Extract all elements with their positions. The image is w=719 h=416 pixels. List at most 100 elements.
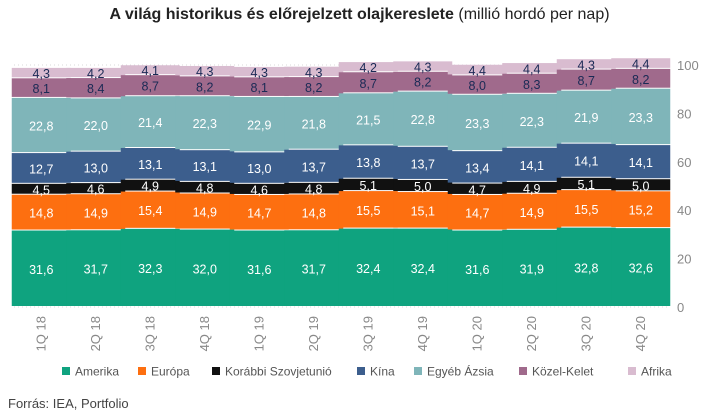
data-label: 8,1: [251, 81, 268, 95]
data-label: 14,9: [520, 206, 544, 220]
bar-segment: [229, 230, 289, 306]
data-label: 14,7: [465, 207, 489, 221]
bar-segment: [447, 151, 507, 183]
data-label: 32,8: [574, 261, 598, 275]
x-tick-label: 1Q 20: [469, 316, 484, 351]
data-label: 4,9: [523, 182, 540, 196]
data-label: 31,7: [302, 263, 326, 277]
data-label: 13,7: [302, 160, 326, 174]
data-label: 13,1: [193, 160, 217, 174]
x-tick-label: 2Q 18: [88, 316, 103, 351]
bar-segment: [66, 194, 126, 230]
legend-swatch: [62, 367, 70, 375]
bar-segment: [502, 147, 562, 181]
bar-segment: [229, 183, 289, 194]
data-label: 8,2: [196, 80, 213, 94]
legend-label: Korábbi Szovjetunió: [225, 365, 332, 379]
bar-segment: [11, 97, 71, 153]
data-label: 14,9: [84, 206, 108, 220]
data-label: 8,7: [142, 80, 159, 94]
x-tick-label: 4Q 18: [197, 316, 212, 351]
chart-title-unit: (millió hordó per nap): [458, 6, 610, 23]
data-label: 31,7: [84, 263, 108, 277]
bar-segment: [66, 98, 126, 151]
x-tick-label: 3Q 19: [360, 316, 375, 351]
data-label: 5,0: [414, 180, 431, 194]
y-tick-label: 60: [677, 155, 691, 170]
data-label: 14,7: [247, 207, 271, 221]
bar-segment: [611, 88, 671, 145]
x-tick-label: 4Q 20: [633, 316, 648, 351]
bar-segment: [284, 77, 344, 96]
y-tick-label: 40: [677, 203, 691, 218]
bar-segment: [11, 183, 71, 194]
bar-segment: [556, 227, 616, 306]
legend-label: Afrika: [641, 365, 672, 379]
data-label: 15,1: [411, 204, 435, 218]
data-label: 32,6: [629, 262, 653, 276]
bar-segment: [393, 179, 453, 192]
bar-segment: [338, 93, 398, 145]
data-label: 15,5: [574, 203, 598, 217]
bar-segment: [229, 96, 289, 152]
x-tick-label: 1Q 19: [251, 316, 266, 351]
bar-segment: [556, 59, 616, 69]
bar-segment: [556, 69, 616, 90]
bar-segment: [338, 72, 398, 93]
data-label: 4,2: [87, 67, 104, 81]
data-label: 13,4: [465, 161, 489, 175]
y-tick-label: 80: [677, 106, 691, 121]
data-label: 21,8: [302, 117, 326, 131]
bar-segment: [11, 78, 71, 97]
data-label: 22,3: [193, 117, 217, 131]
bar-segment: [120, 179, 180, 191]
bar-segment: [11, 194, 71, 230]
data-label: 4,3: [33, 67, 50, 81]
data-label: 14,9: [193, 206, 217, 220]
bar-segment: [11, 153, 71, 183]
x-tick-label: 1Q 18: [33, 316, 48, 351]
data-label: 15,5: [356, 204, 380, 218]
bar-segment: [284, 194, 344, 230]
bar-segment: [120, 96, 180, 148]
bar-segment: [447, 194, 507, 230]
bar-segment: [393, 192, 453, 228]
bar-segment: [447, 75, 507, 94]
stacked-bar-chart: 02040608010031,614,84,512,722,88,14,31Q …: [11, 58, 699, 379]
data-label: 13,8: [356, 156, 380, 170]
legend-swatch: [212, 367, 220, 375]
data-label: 15,4: [138, 204, 162, 218]
bar-segment: [120, 65, 180, 75]
legend-label: Kína: [370, 365, 395, 379]
data-label: 32,0: [193, 262, 217, 276]
data-label: 31,9: [520, 262, 544, 276]
bar-segment: [393, 146, 453, 179]
data-label: 13,0: [247, 162, 271, 176]
data-label: 21,5: [356, 113, 380, 127]
data-label: 8,2: [305, 81, 322, 95]
bar-segment: [611, 58, 671, 68]
bar-segment: [284, 149, 344, 182]
data-label: 14,8: [29, 207, 53, 221]
data-label: 31,6: [465, 263, 489, 277]
data-label: 4,3: [578, 58, 595, 72]
y-tick-label: 0: [677, 300, 684, 315]
data-label: 13,1: [138, 158, 162, 172]
legend-swatch: [519, 367, 527, 375]
data-label: 4,4: [469, 64, 486, 78]
bar-segment: [175, 76, 235, 96]
bar-segment: [338, 62, 398, 72]
bar-segment: [556, 90, 616, 143]
bar-segment: [120, 148, 180, 179]
bar-segment: [175, 229, 235, 306]
data-label: 4,6: [87, 183, 104, 197]
bar-segment: [175, 150, 235, 181]
data-label: 12,7: [29, 162, 53, 176]
data-label: 4,2: [360, 61, 377, 75]
data-label: 8,0: [469, 79, 486, 93]
bar-segment: [175, 65, 235, 76]
data-label: 4,5: [33, 183, 50, 197]
data-label: 8,7: [360, 77, 377, 91]
bar-segment: [175, 181, 235, 193]
bar-segment: [120, 191, 180, 228]
